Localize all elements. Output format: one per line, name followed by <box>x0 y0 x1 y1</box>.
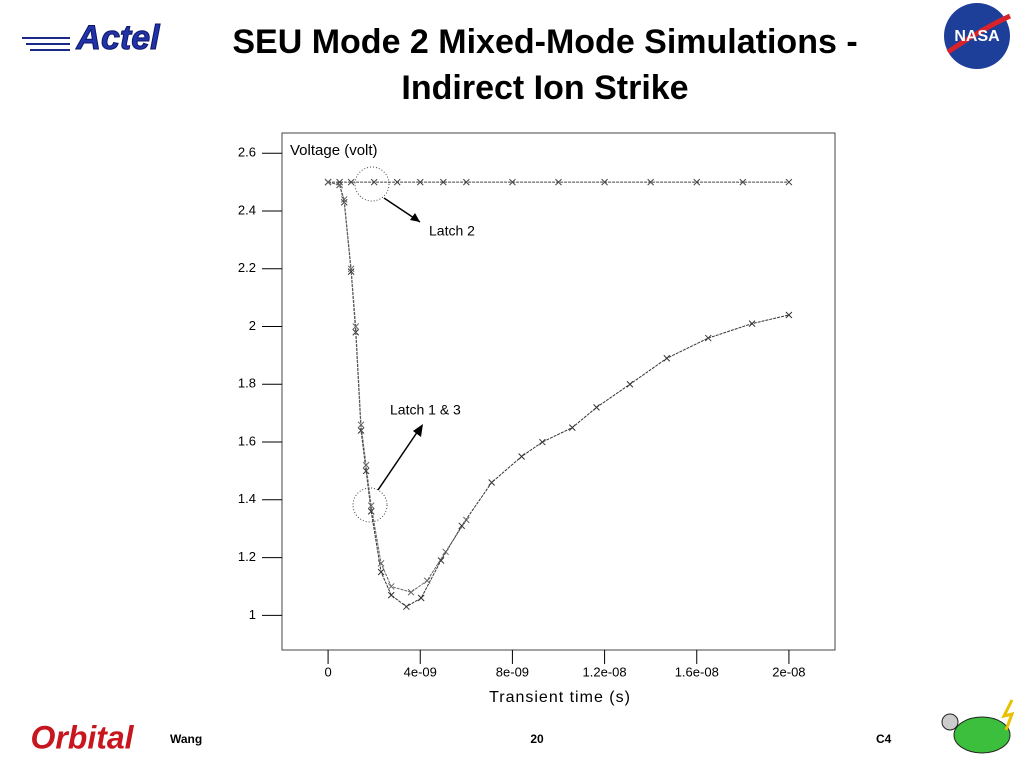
y-tick-label: 1 <box>249 607 256 622</box>
point-marker <box>377 568 385 576</box>
actel-logo: Actel <box>22 18 162 57</box>
chart-title: Indirect Ion Strike <box>401 69 688 107</box>
point-marker <box>387 591 395 599</box>
orbital-logo: Orbital <box>30 719 134 755</box>
footer-author: Wang <box>170 732 202 746</box>
point-marker <box>647 178 655 186</box>
point-marker <box>362 461 370 469</box>
x-tick-label: 4e-09 <box>404 664 437 679</box>
logo-text: Actel <box>75 19 161 57</box>
point-marker <box>347 268 355 275</box>
y-tick-label: 2.2 <box>238 260 256 275</box>
point-marker <box>704 334 712 342</box>
y-axis-label: Voltage (volt) <box>290 142 378 159</box>
point-marker <box>377 559 385 567</box>
y-tick-label: 1.2 <box>238 549 256 564</box>
arrow <box>377 427 421 491</box>
callout-circle <box>354 166 390 202</box>
point-marker <box>387 583 395 590</box>
point-marker <box>509 178 516 186</box>
y-tick-label: 1.6 <box>238 433 256 448</box>
x-tick-label: 2e-08 <box>772 664 805 679</box>
x-tick-label: 0 <box>324 664 331 679</box>
y-tick-label: 1.4 <box>238 491 256 506</box>
point-marker <box>488 479 496 486</box>
logo-text: NASA <box>954 28 1000 45</box>
series-line <box>327 181 790 608</box>
annotation: Latch 1 & 3 <box>390 402 461 418</box>
point-marker <box>785 311 793 319</box>
nasa-logo: NASA <box>944 3 1012 69</box>
point-marker <box>593 404 600 411</box>
point-marker <box>352 323 360 330</box>
point-marker <box>407 588 415 596</box>
point-marker <box>362 467 370 475</box>
point-marker <box>423 577 431 585</box>
chart-title: SEU Mode 2 Mixed-Mode Simulations - <box>232 23 857 61</box>
point-marker <box>403 603 410 611</box>
footer-code: C4 <box>876 732 892 746</box>
point-marker <box>347 265 355 273</box>
point-marker <box>785 178 793 186</box>
point-marker <box>336 181 343 189</box>
arrowhead <box>410 213 420 222</box>
y-tick-label: 2.4 <box>238 202 256 217</box>
point-marker <box>555 178 562 186</box>
series-line <box>327 181 467 593</box>
point-marker <box>324 178 332 186</box>
point-marker <box>693 178 701 186</box>
point-marker <box>340 196 348 203</box>
point-marker <box>357 427 365 434</box>
x-axis-label: Transient time (s) <box>489 689 631 706</box>
point-marker <box>462 178 470 186</box>
point-marker <box>367 502 375 509</box>
point-marker <box>518 453 525 460</box>
x-tick-label: 1.6e-08 <box>675 664 719 679</box>
y-tick-label: 2 <box>249 318 256 333</box>
point-marker <box>626 380 634 388</box>
point-marker <box>393 178 401 186</box>
point-marker <box>739 178 747 186</box>
point-marker <box>601 178 608 186</box>
plot-frame <box>281 132 836 651</box>
point-marker <box>439 178 447 186</box>
point-marker <box>347 178 355 186</box>
y-tick-label: 2.6 <box>238 145 256 160</box>
annotation: Latch 2 <box>429 223 475 239</box>
point-marker <box>417 594 425 602</box>
point-marker <box>367 508 375 515</box>
x-tick-label: 1.2e-08 <box>583 664 627 679</box>
y-tick-label: 1.8 <box>238 376 256 391</box>
x-tick-label: 8e-09 <box>496 664 529 679</box>
logo-text: Orbital <box>30 719 134 755</box>
turtle-logo <box>941 699 1015 754</box>
point-marker <box>442 548 449 556</box>
footer-page: 20 <box>530 732 544 746</box>
point-marker <box>663 354 671 362</box>
point-marker <box>462 516 470 524</box>
point-marker <box>748 320 756 327</box>
point-marker <box>539 438 546 446</box>
point-marker <box>568 424 576 431</box>
point-marker <box>357 421 365 429</box>
point-marker <box>416 178 424 186</box>
callout-circle <box>352 487 388 523</box>
point-marker <box>370 178 378 186</box>
arrowhead <box>413 424 423 437</box>
